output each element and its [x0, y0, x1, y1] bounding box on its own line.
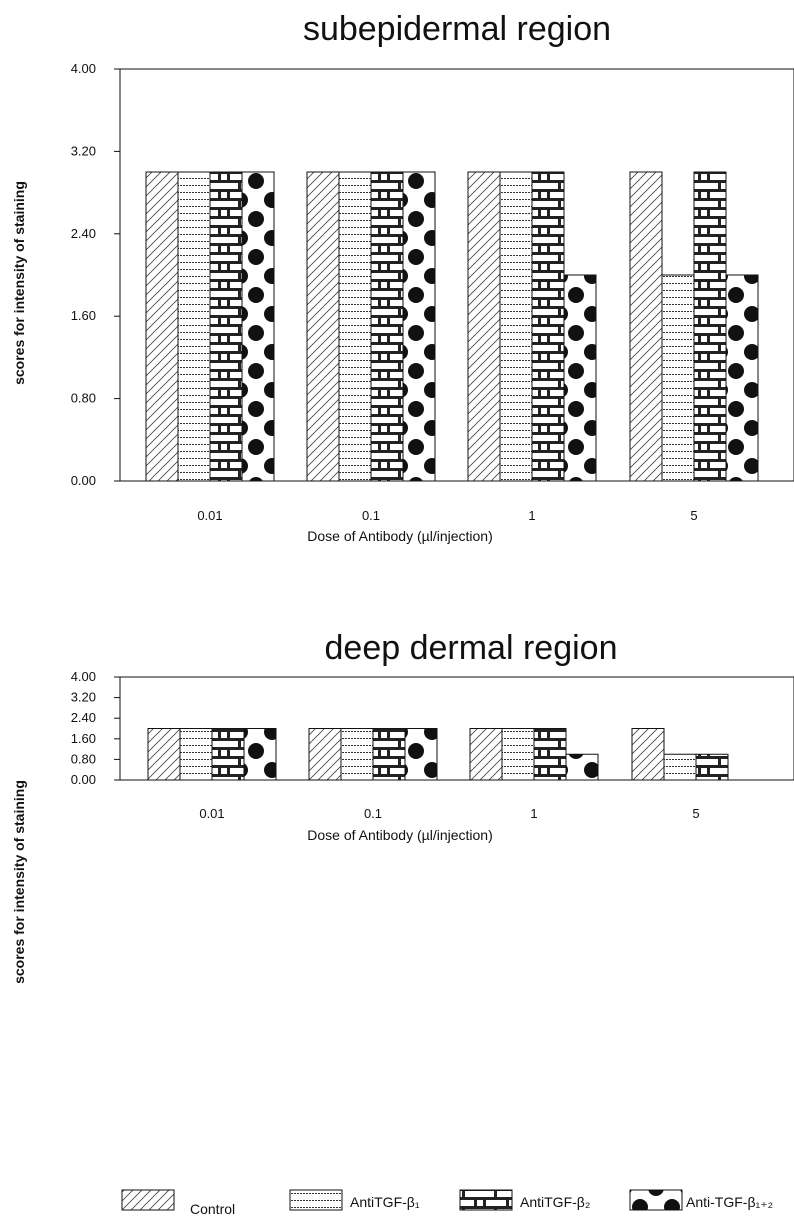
- legend-swatch: [289, 1189, 343, 1211]
- bar: [340, 728, 374, 781]
- legend-swatch: [459, 1189, 513, 1211]
- y-axis-label: scores for intensity of staining: [11, 780, 27, 984]
- legend-swatch: [629, 1189, 683, 1211]
- bar: [531, 171, 565, 482]
- x-axis-label: Dose of Antibody (µl/injection): [307, 827, 493, 843]
- y-tick-label: 0.80: [71, 751, 96, 766]
- legend-item-control: Control: [121, 1189, 235, 1217]
- bar: [177, 171, 211, 482]
- bar: [404, 728, 438, 781]
- y-tick-label: 3.20: [71, 143, 96, 158]
- chart-title: subepidermal region: [303, 10, 611, 48]
- bar: [563, 274, 597, 482]
- bar: [661, 274, 695, 482]
- bar: [565, 753, 599, 781]
- y-tick-label: 1.60: [71, 731, 96, 746]
- x-tick-label: 5: [690, 508, 697, 523]
- bar: [693, 171, 727, 482]
- bar: [179, 728, 213, 781]
- y-tick-label: 1.60: [71, 308, 96, 323]
- bar: [695, 753, 729, 781]
- chart-deep-dermal-region: deep dermal region 0.00 0.80 1.60 2.40 3.20 4…: [11, 629, 794, 984]
- bar: [469, 728, 503, 781]
- bar: [308, 728, 342, 781]
- y-tick-label: 3.20: [71, 690, 96, 705]
- bar: [533, 728, 567, 781]
- x-axis-label: Dose of Antibody (µl/injection): [307, 528, 493, 544]
- bar: [338, 171, 372, 482]
- x-tick-label: 1: [528, 508, 535, 523]
- y-tick-label: 2.40: [71, 710, 96, 725]
- y-axis-label: scores for intensity of staining: [11, 181, 27, 385]
- bar: [147, 728, 181, 781]
- bar: [499, 171, 533, 482]
- bar: [145, 171, 179, 482]
- legend-label: Control: [190, 1201, 235, 1217]
- bar: [663, 753, 697, 781]
- x-tick-label: 0.1: [362, 508, 380, 523]
- chart-title: deep dermal region: [325, 629, 618, 667]
- bar: [629, 171, 663, 482]
- y-tick-label: 0.00: [71, 473, 96, 488]
- bar: [370, 171, 404, 482]
- bar: [501, 728, 535, 781]
- legend-label: Anti-TGF-β₁₊₂: [686, 1194, 773, 1210]
- y-tick-label: 4.00: [71, 669, 96, 684]
- bar: [306, 171, 340, 482]
- bar: [467, 171, 501, 482]
- bar: [402, 171, 436, 482]
- plot-frame: [119, 676, 794, 781]
- y-tick-label: 0.80: [71, 391, 96, 406]
- x-tick-label: 0.1: [364, 806, 382, 821]
- bars: [147, 728, 729, 781]
- chart-subepidermal-region: subepidermal region 0.00 0.80 1.60 2.40 3.20…: [11, 10, 794, 544]
- x-axis-ticks: 0.01 0.1 1 5: [197, 508, 697, 523]
- y-tick-label: 4.00: [71, 61, 96, 76]
- x-tick-label: 5: [692, 806, 699, 821]
- legend-label: AntiTGF-β₂: [520, 1194, 590, 1210]
- bar: [241, 171, 275, 482]
- legend-item-anti-tgf-b1-2: Anti-TGF-β₁₊₂: [629, 1189, 773, 1211]
- bar: [631, 728, 665, 781]
- legend-label: AntiTGF-β₁: [350, 1194, 420, 1210]
- bar: [243, 728, 277, 781]
- x-tick-label: 0.01: [199, 806, 224, 821]
- bars: [145, 171, 759, 482]
- bar: [211, 728, 245, 781]
- y-tick-label: 2.40: [71, 226, 96, 241]
- legend-item-antitgf-b1: AntiTGF-β₁: [289, 1189, 420, 1211]
- legend-item-antitgf-b2: AntiTGF-β₂: [459, 1189, 590, 1211]
- y-tick-label: 0.00: [71, 772, 96, 787]
- bar: [725, 274, 759, 482]
- x-axis-ticks: 0.01 0.1 1 5: [199, 806, 699, 821]
- plot-frame: [119, 68, 794, 482]
- bar: [372, 728, 406, 781]
- y-axis-ticks: 0.00 0.80 1.60 2.40 3.20 4.00: [71, 669, 120, 787]
- bar: [209, 171, 243, 482]
- legend-swatch: [121, 1189, 175, 1211]
- x-tick-label: 0.01: [197, 508, 222, 523]
- y-axis-ticks: 0.00 0.80 1.60 2.40 3.20 4.00: [71, 61, 120, 488]
- x-tick-label: 1: [530, 806, 537, 821]
- legend: Control AntiTGF-β₁ AntiTGF-β₂ Anti-TGF-β…: [121, 1189, 773, 1217]
